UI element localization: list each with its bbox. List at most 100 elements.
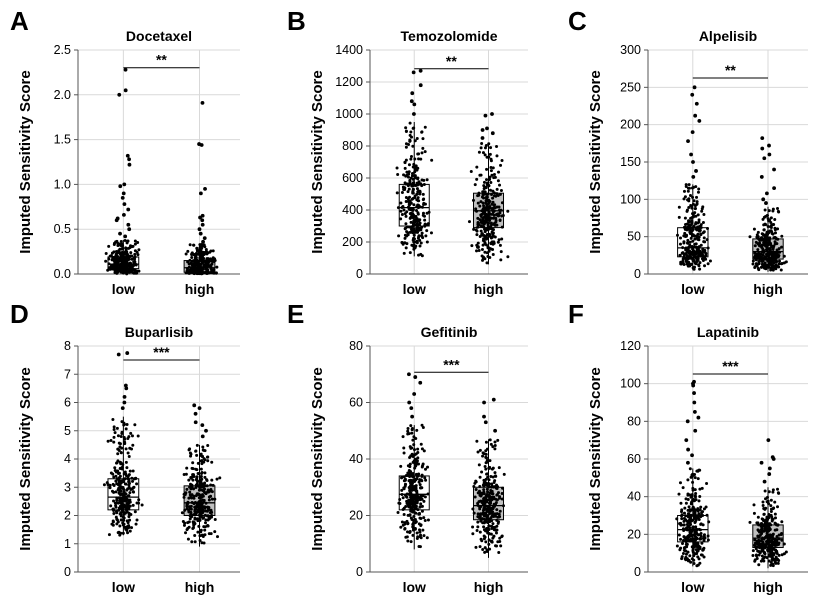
chart-title: Buparlisib <box>125 324 193 340</box>
data-point <box>134 262 138 266</box>
data-point <box>698 494 702 498</box>
data-point <box>413 157 417 161</box>
data-point <box>404 158 408 162</box>
y-tick-label: 1 <box>64 537 71 551</box>
data-point <box>209 259 213 263</box>
y-tick-label: 40 <box>627 490 641 504</box>
data-point <box>420 225 424 229</box>
outlier-point <box>766 438 771 443</box>
data-point <box>482 187 486 191</box>
data-point <box>495 508 499 512</box>
data-point <box>474 488 478 492</box>
data-point <box>502 472 506 476</box>
data-point <box>688 231 692 235</box>
outlier-point <box>201 239 205 244</box>
x-tick-label-high: high <box>753 281 783 297</box>
data-point <box>487 498 491 502</box>
data-point <box>189 482 193 486</box>
data-point <box>402 208 406 212</box>
data-point <box>419 442 423 446</box>
data-point <box>205 479 209 483</box>
data-point <box>411 474 415 478</box>
data-point <box>398 497 402 501</box>
data-point <box>421 211 425 215</box>
outlier-point <box>197 142 201 146</box>
data-point <box>702 533 706 537</box>
data-point <box>403 484 407 488</box>
data-point <box>410 428 414 432</box>
data-point <box>206 251 210 255</box>
data-point <box>688 240 692 244</box>
data-point <box>484 455 488 459</box>
data-point <box>763 257 767 261</box>
data-point <box>411 533 415 537</box>
data-point <box>780 245 784 249</box>
data-point <box>408 182 412 186</box>
data-point <box>775 528 779 532</box>
data-point <box>690 216 694 220</box>
data-point <box>201 261 205 265</box>
data-point <box>425 211 429 215</box>
y-tick-label: 4 <box>64 452 71 466</box>
data-point <box>765 542 769 546</box>
data-point <box>763 525 767 529</box>
data-point <box>200 268 204 272</box>
data-point <box>408 529 412 533</box>
outlier-point <box>409 99 414 104</box>
outlier-point <box>124 386 129 391</box>
data-point <box>117 448 121 452</box>
data-point <box>490 216 494 220</box>
data-point <box>677 205 681 209</box>
data-point <box>487 466 491 470</box>
data-point <box>213 517 217 521</box>
data-point <box>469 170 473 174</box>
data-point <box>210 478 214 482</box>
data-point <box>762 250 766 254</box>
data-point <box>412 247 416 251</box>
data-point <box>120 508 124 512</box>
data-point <box>190 485 194 489</box>
data-point <box>120 259 124 263</box>
data-point <box>480 254 484 258</box>
data-point <box>409 516 413 520</box>
data-point <box>496 194 500 198</box>
data-point <box>487 249 491 253</box>
data-point <box>765 500 769 504</box>
data-point <box>406 143 410 147</box>
data-point <box>415 192 419 196</box>
data-point <box>131 479 135 483</box>
significance-label: *** <box>443 356 460 372</box>
data-point <box>420 234 424 238</box>
data-point <box>116 255 120 259</box>
data-point <box>121 497 125 501</box>
data-point <box>489 169 493 173</box>
data-point <box>426 223 430 227</box>
data-point <box>123 262 127 266</box>
data-point <box>681 542 685 546</box>
outlier-point <box>200 222 205 227</box>
data-point <box>186 521 190 525</box>
data-point <box>123 267 127 271</box>
data-point <box>698 261 702 265</box>
data-point <box>199 499 203 503</box>
y-tick-label: 40 <box>349 452 363 466</box>
significance-label: ** <box>156 52 167 68</box>
data-point <box>697 218 701 222</box>
data-point <box>123 442 127 446</box>
data-point <box>422 534 426 538</box>
data-point <box>407 471 411 475</box>
data-point <box>206 444 210 448</box>
data-point <box>684 497 688 501</box>
data-point <box>182 472 186 476</box>
data-point <box>215 477 219 481</box>
outlier-point <box>767 143 771 148</box>
data-point <box>692 259 696 263</box>
data-point <box>205 484 209 488</box>
data-point <box>689 475 693 479</box>
data-point <box>191 461 195 465</box>
outlier-point <box>762 156 767 161</box>
data-point <box>119 239 123 243</box>
data-point <box>771 488 775 492</box>
data-point <box>215 265 219 269</box>
data-point <box>413 229 417 233</box>
